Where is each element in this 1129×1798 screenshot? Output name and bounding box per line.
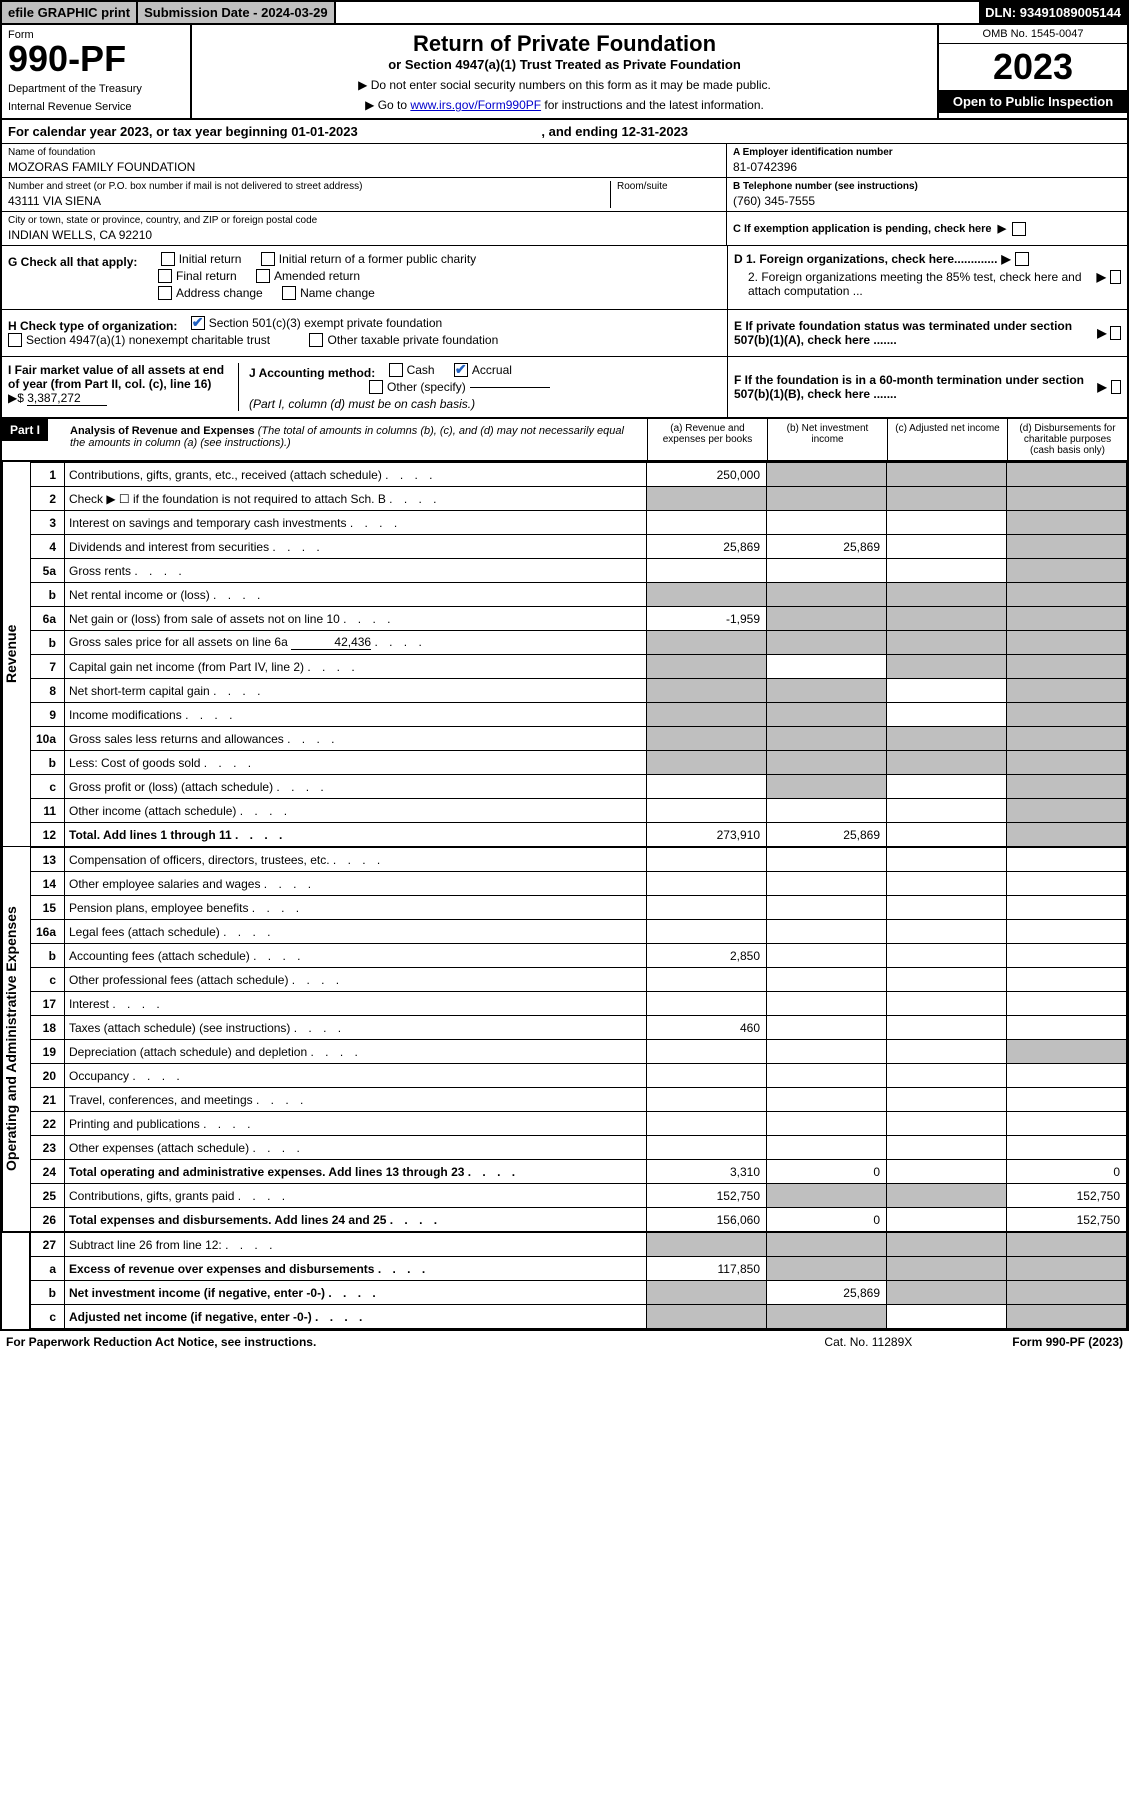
checkbox-initial-return[interactable]: [161, 252, 175, 266]
city-value: INDIAN WELLS, CA 92210: [8, 226, 720, 242]
table-row: 26Total expenses and disbursements. Add …: [31, 1208, 1127, 1232]
checkbox-501c3[interactable]: [191, 316, 205, 330]
table-row: 3Interest on savings and temporary cash …: [31, 511, 1127, 535]
col-c-header: (c) Adjusted net income: [887, 419, 1007, 460]
summary-section: 27Subtract line 26 from line 12: . . . .…: [2, 1232, 1127, 1329]
col-d-header: (d) Disbursements for charitable purpose…: [1007, 419, 1127, 460]
table-row: cOther professional fees (attach schedul…: [31, 968, 1127, 992]
table-row: 10aGross sales less returns and allowanc…: [31, 727, 1127, 751]
col-b-header: (b) Net investment income: [767, 419, 887, 460]
street-phone-row: Number and street (or P.O. box number if…: [2, 178, 1127, 212]
table-row: 12Total. Add lines 1 through 11 . . . .2…: [31, 823, 1127, 847]
table-row: cAdjusted net income (if negative, enter…: [31, 1305, 1127, 1329]
checkbox-d2[interactable]: [1110, 270, 1121, 284]
street-address: 43111 VIA SIENA: [8, 192, 610, 208]
name-ein-row: Name of foundation MOZORAS FAMILY FOUNDA…: [2, 144, 1127, 178]
checkbox-f[interactable]: [1111, 380, 1121, 394]
table-row: 22Printing and publications . . . .: [31, 1112, 1127, 1136]
city-c-row: City or town, state or province, country…: [2, 212, 1127, 246]
table-row: 17Interest . . . .: [31, 992, 1127, 1016]
checkbox-4947a1[interactable]: [8, 333, 22, 347]
phone-value: (760) 345-7555: [733, 192, 1121, 208]
submission-date: Submission Date - 2024-03-29: [138, 2, 336, 23]
table-row: 25Contributions, gifts, grants paid . . …: [31, 1184, 1127, 1208]
form-number-block: Form 990-PF Department of the Treasury I…: [2, 25, 192, 118]
table-row: bGross sales price for all assets on lin…: [31, 631, 1127, 655]
checkbox-accrual[interactable]: [454, 363, 468, 377]
table-row: 19Depreciation (attach schedule) and dep…: [31, 1040, 1127, 1064]
table-row: bNet investment income (if negative, ent…: [31, 1281, 1127, 1305]
checkbox-final-return[interactable]: [158, 269, 172, 283]
table-row: 18Taxes (attach schedule) (see instructi…: [31, 1016, 1127, 1040]
checkbox-c[interactable]: [1012, 222, 1026, 236]
table-row: bAccounting fees (attach schedule) . . .…: [31, 944, 1127, 968]
form-title-block: Return of Private Foundation or Section …: [192, 25, 937, 118]
top-bar: efile GRAPHIC print Submission Date - 20…: [2, 2, 1127, 25]
table-row: 16aLegal fees (attach schedule) . . . .: [31, 920, 1127, 944]
dln: DLN: 93491089005144: [979, 2, 1127, 23]
calendar-year-line: For calendar year 2023, or tax year begi…: [2, 120, 1127, 144]
efile-label: efile GRAPHIC print: [2, 2, 138, 23]
table-row: 1Contributions, gifts, grants, etc., rec…: [31, 463, 1127, 487]
page-footer: For Paperwork Reduction Act Notice, see …: [0, 1331, 1129, 1353]
revenue-section: Revenue 1Contributions, gifts, grants, e…: [2, 462, 1127, 847]
table-row: 11Other income (attach schedule) . . . .: [31, 799, 1127, 823]
i-j-f-section: I Fair market value of all assets at end…: [2, 356, 1127, 417]
foundation-name: MOZORAS FAMILY FOUNDATION: [8, 158, 720, 174]
table-row: 8Net short-term capital gain . . . .: [31, 679, 1127, 703]
form-title: Return of Private Foundation: [198, 31, 931, 57]
table-row: 27Subtract line 26 from line 12: . . . .: [31, 1233, 1127, 1257]
checkbox-initial-former[interactable]: [261, 252, 275, 266]
table-row: cGross profit or (loss) (attach schedule…: [31, 775, 1127, 799]
h-e-section: H Check type of organization: Section 50…: [2, 309, 1127, 356]
checkbox-name-change[interactable]: [282, 286, 296, 300]
g-d-section: G Check all that apply: Initial return I…: [2, 246, 1127, 309]
table-row: 2Check ▶ ☐ if the foundation is not requ…: [31, 487, 1127, 511]
checkbox-amended-return[interactable]: [256, 269, 270, 283]
table-row: 23Other expenses (attach schedule) . . .…: [31, 1136, 1127, 1160]
table-row: 15Pension plans, employee benefits . . .…: [31, 896, 1127, 920]
ein-value: 81-0742396: [733, 158, 1121, 174]
table-row: 21Travel, conferences, and meetings . . …: [31, 1088, 1127, 1112]
revenue-table: 1Contributions, gifts, grants, etc., rec…: [30, 462, 1127, 847]
checkbox-cash[interactable]: [389, 363, 403, 377]
table-row: bNet rental income or (loss) . . . .: [31, 583, 1127, 607]
col-a-header: (a) Revenue and expenses per books: [647, 419, 767, 460]
table-row: bLess: Cost of goods sold . . . .: [31, 751, 1127, 775]
checkbox-other-taxable[interactable]: [309, 333, 323, 347]
form-instructions-link[interactable]: www.irs.gov/Form990PF: [410, 98, 541, 112]
form-number: 990-PF: [8, 41, 184, 77]
checkbox-d1[interactable]: [1015, 252, 1029, 266]
form-header: Form 990-PF Department of the Treasury I…: [2, 25, 1127, 120]
table-row: 20Occupancy . . . .: [31, 1064, 1127, 1088]
table-row: 4Dividends and interest from securities …: [31, 535, 1127, 559]
checkbox-other-method[interactable]: [369, 380, 383, 394]
table-row: 14Other employee salaries and wages . . …: [31, 872, 1127, 896]
expenses-table: 13Compensation of officers, directors, t…: [30, 847, 1127, 1232]
form-container: efile GRAPHIC print Submission Date - 20…: [0, 0, 1129, 1331]
year-block: OMB No. 1545-0047 2023 Open to Public In…: [937, 25, 1127, 118]
table-row: 5aGross rents . . . .: [31, 559, 1127, 583]
tax-year: 2023: [939, 44, 1127, 90]
table-row: 6aNet gain or (loss) from sale of assets…: [31, 607, 1127, 631]
summary-table: 27Subtract line 26 from line 12: . . . .…: [30, 1232, 1127, 1329]
table-row: 13Compensation of officers, directors, t…: [31, 848, 1127, 872]
fmv-value: 3,387,272: [27, 391, 107, 406]
checkbox-address-change[interactable]: [158, 286, 172, 300]
part1-header: Part I Analysis of Revenue and Expenses …: [2, 417, 1127, 462]
expenses-section: Operating and Administrative Expenses 13…: [2, 847, 1127, 1232]
table-row: 7Capital gain net income (from Part IV, …: [31, 655, 1127, 679]
table-row: aExcess of revenue over expenses and dis…: [31, 1257, 1127, 1281]
table-row: 9Income modifications . . . .: [31, 703, 1127, 727]
checkbox-e[interactable]: [1110, 326, 1121, 340]
table-row: 24Total operating and administrative exp…: [31, 1160, 1127, 1184]
